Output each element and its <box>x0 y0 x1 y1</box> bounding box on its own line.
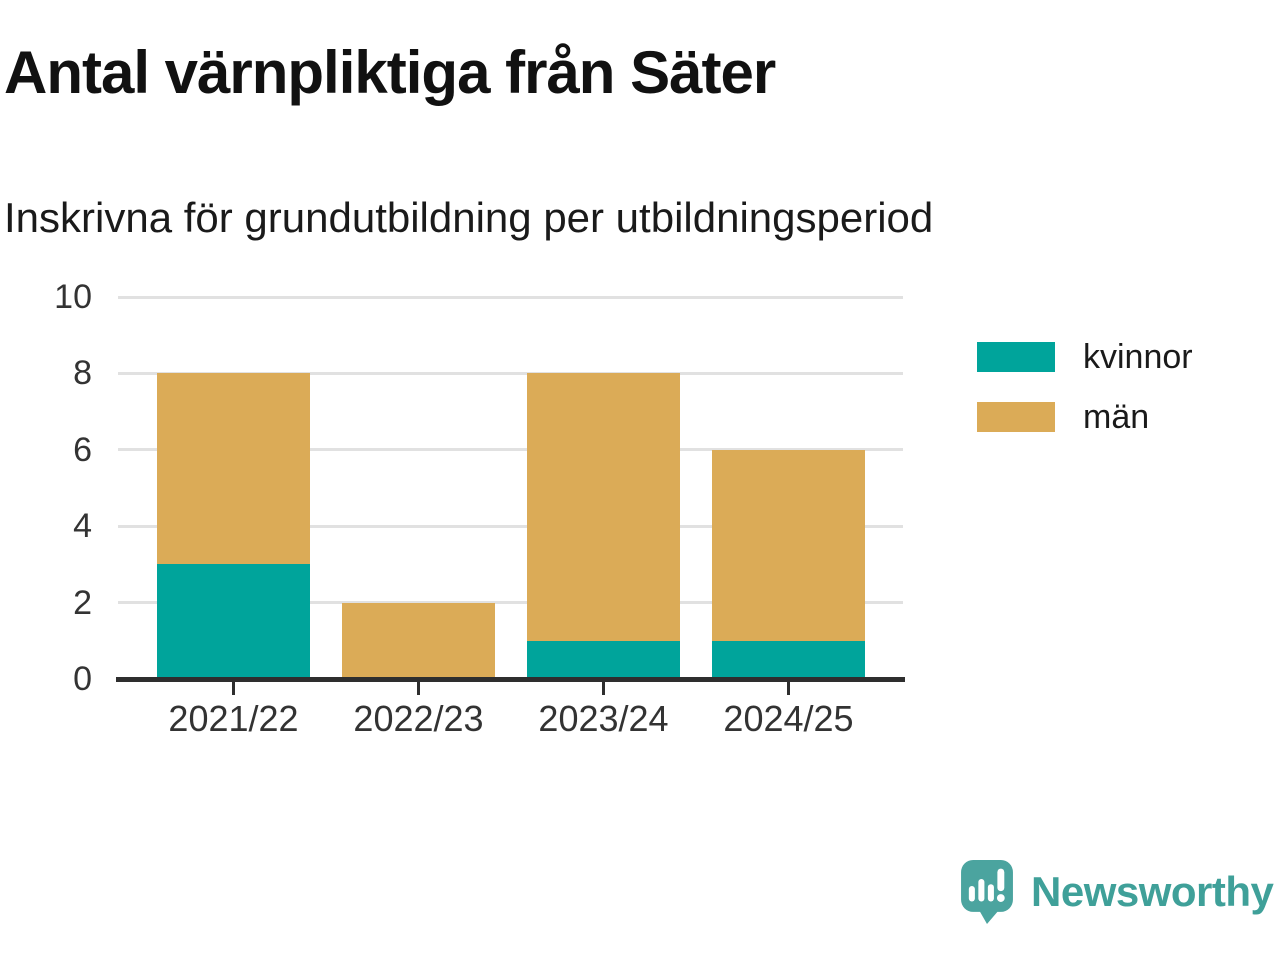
chart-legend: kvinnor män <box>977 340 1193 460</box>
bar-segment-kvinnor-2023/24 <box>527 640 680 679</box>
newsworthy-logo: Newsworthy <box>961 860 1274 924</box>
legend-label: kvinnor <box>1083 338 1193 376</box>
x-axis-tick-label: 2021/22 <box>168 698 299 739</box>
x-axis-tick-mark <box>787 682 790 695</box>
legend-label: män <box>1083 398 1150 436</box>
gridline-6 <box>118 448 903 452</box>
legend-swatch-män <box>977 402 1055 432</box>
x-axis-tick-mark <box>602 682 605 695</box>
chart-subtitle: Inskrivna för grundutbildning per utbild… <box>4 194 934 241</box>
gridline-4 <box>118 524 903 528</box>
bar-segment-män-2022/23 <box>342 602 495 679</box>
legend-item-män: män <box>977 400 1193 434</box>
y-axis-tick-label: 4 <box>73 507 92 546</box>
bar-segment-män-2024/25 <box>712 449 865 641</box>
bar-segment-män-2021/22 <box>157 373 310 565</box>
x-axis-line <box>116 677 905 682</box>
y-axis-tick-label: 2 <box>73 583 92 622</box>
x-axis-tick-label: 2024/25 <box>723 698 854 739</box>
y-axis-tick-label: 6 <box>73 430 92 469</box>
chart-title: Antal värnpliktiga från Säter <box>4 39 776 106</box>
x-axis-tick-mark <box>417 682 420 695</box>
bar-segment-män-2023/24 <box>527 373 680 641</box>
gridline-8 <box>118 371 903 375</box>
bar-segment-kvinnor-2024/25 <box>712 640 865 679</box>
x-axis-tick-label: 2023/24 <box>538 698 669 739</box>
x-axis-tick-mark <box>232 682 235 695</box>
y-axis-tick-label: 10 <box>54 278 92 316</box>
bar-segment-kvinnor-2021/22 <box>157 564 310 679</box>
legend-swatch-kvinnor <box>977 342 1055 372</box>
x-axis-tick-label: 2022/23 <box>353 698 484 739</box>
gridline-10 <box>118 295 903 299</box>
newsworthy-logo-text: Newsworthy <box>1031 868 1274 915</box>
y-axis-tick-label: 0 <box>73 660 92 698</box>
speech-bubble-bar-chart-icon <box>961 860 1013 924</box>
y-axis-tick-label: 8 <box>73 354 92 393</box>
gridline-2 <box>118 601 903 605</box>
legend-item-kvinnor: kvinnor <box>977 340 1193 374</box>
